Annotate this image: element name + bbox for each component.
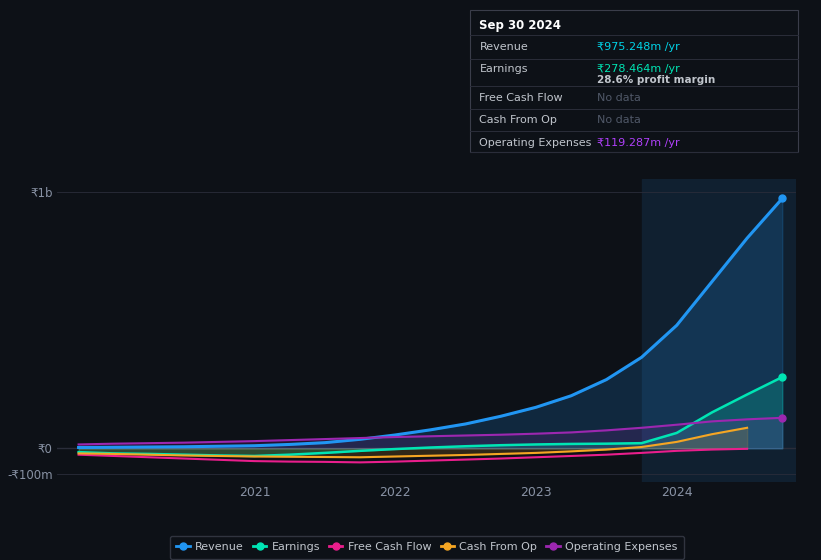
Text: Revenue: Revenue: [479, 42, 528, 52]
Text: Cash From Op: Cash From Op: [479, 115, 557, 125]
Bar: [641, 179, 796, 482]
Text: Sep 30 2024: Sep 30 2024: [479, 20, 562, 32]
Text: ₹119.287m /yr: ₹119.287m /yr: [597, 138, 680, 148]
Text: Operating Expenses: Operating Expenses: [479, 138, 592, 148]
Legend: Revenue, Earnings, Free Cash Flow, Cash From Op, Operating Expenses: Revenue, Earnings, Free Cash Flow, Cash …: [170, 535, 684, 559]
Text: ₹975.248m /yr: ₹975.248m /yr: [597, 42, 680, 52]
Text: ₹278.464m /yr: ₹278.464m /yr: [597, 64, 680, 74]
Text: Free Cash Flow: Free Cash Flow: [479, 93, 563, 103]
Text: Earnings: Earnings: [479, 64, 528, 74]
Text: 28.6% profit margin: 28.6% profit margin: [597, 75, 715, 85]
Text: No data: No data: [597, 93, 640, 103]
Text: No data: No data: [597, 115, 640, 125]
